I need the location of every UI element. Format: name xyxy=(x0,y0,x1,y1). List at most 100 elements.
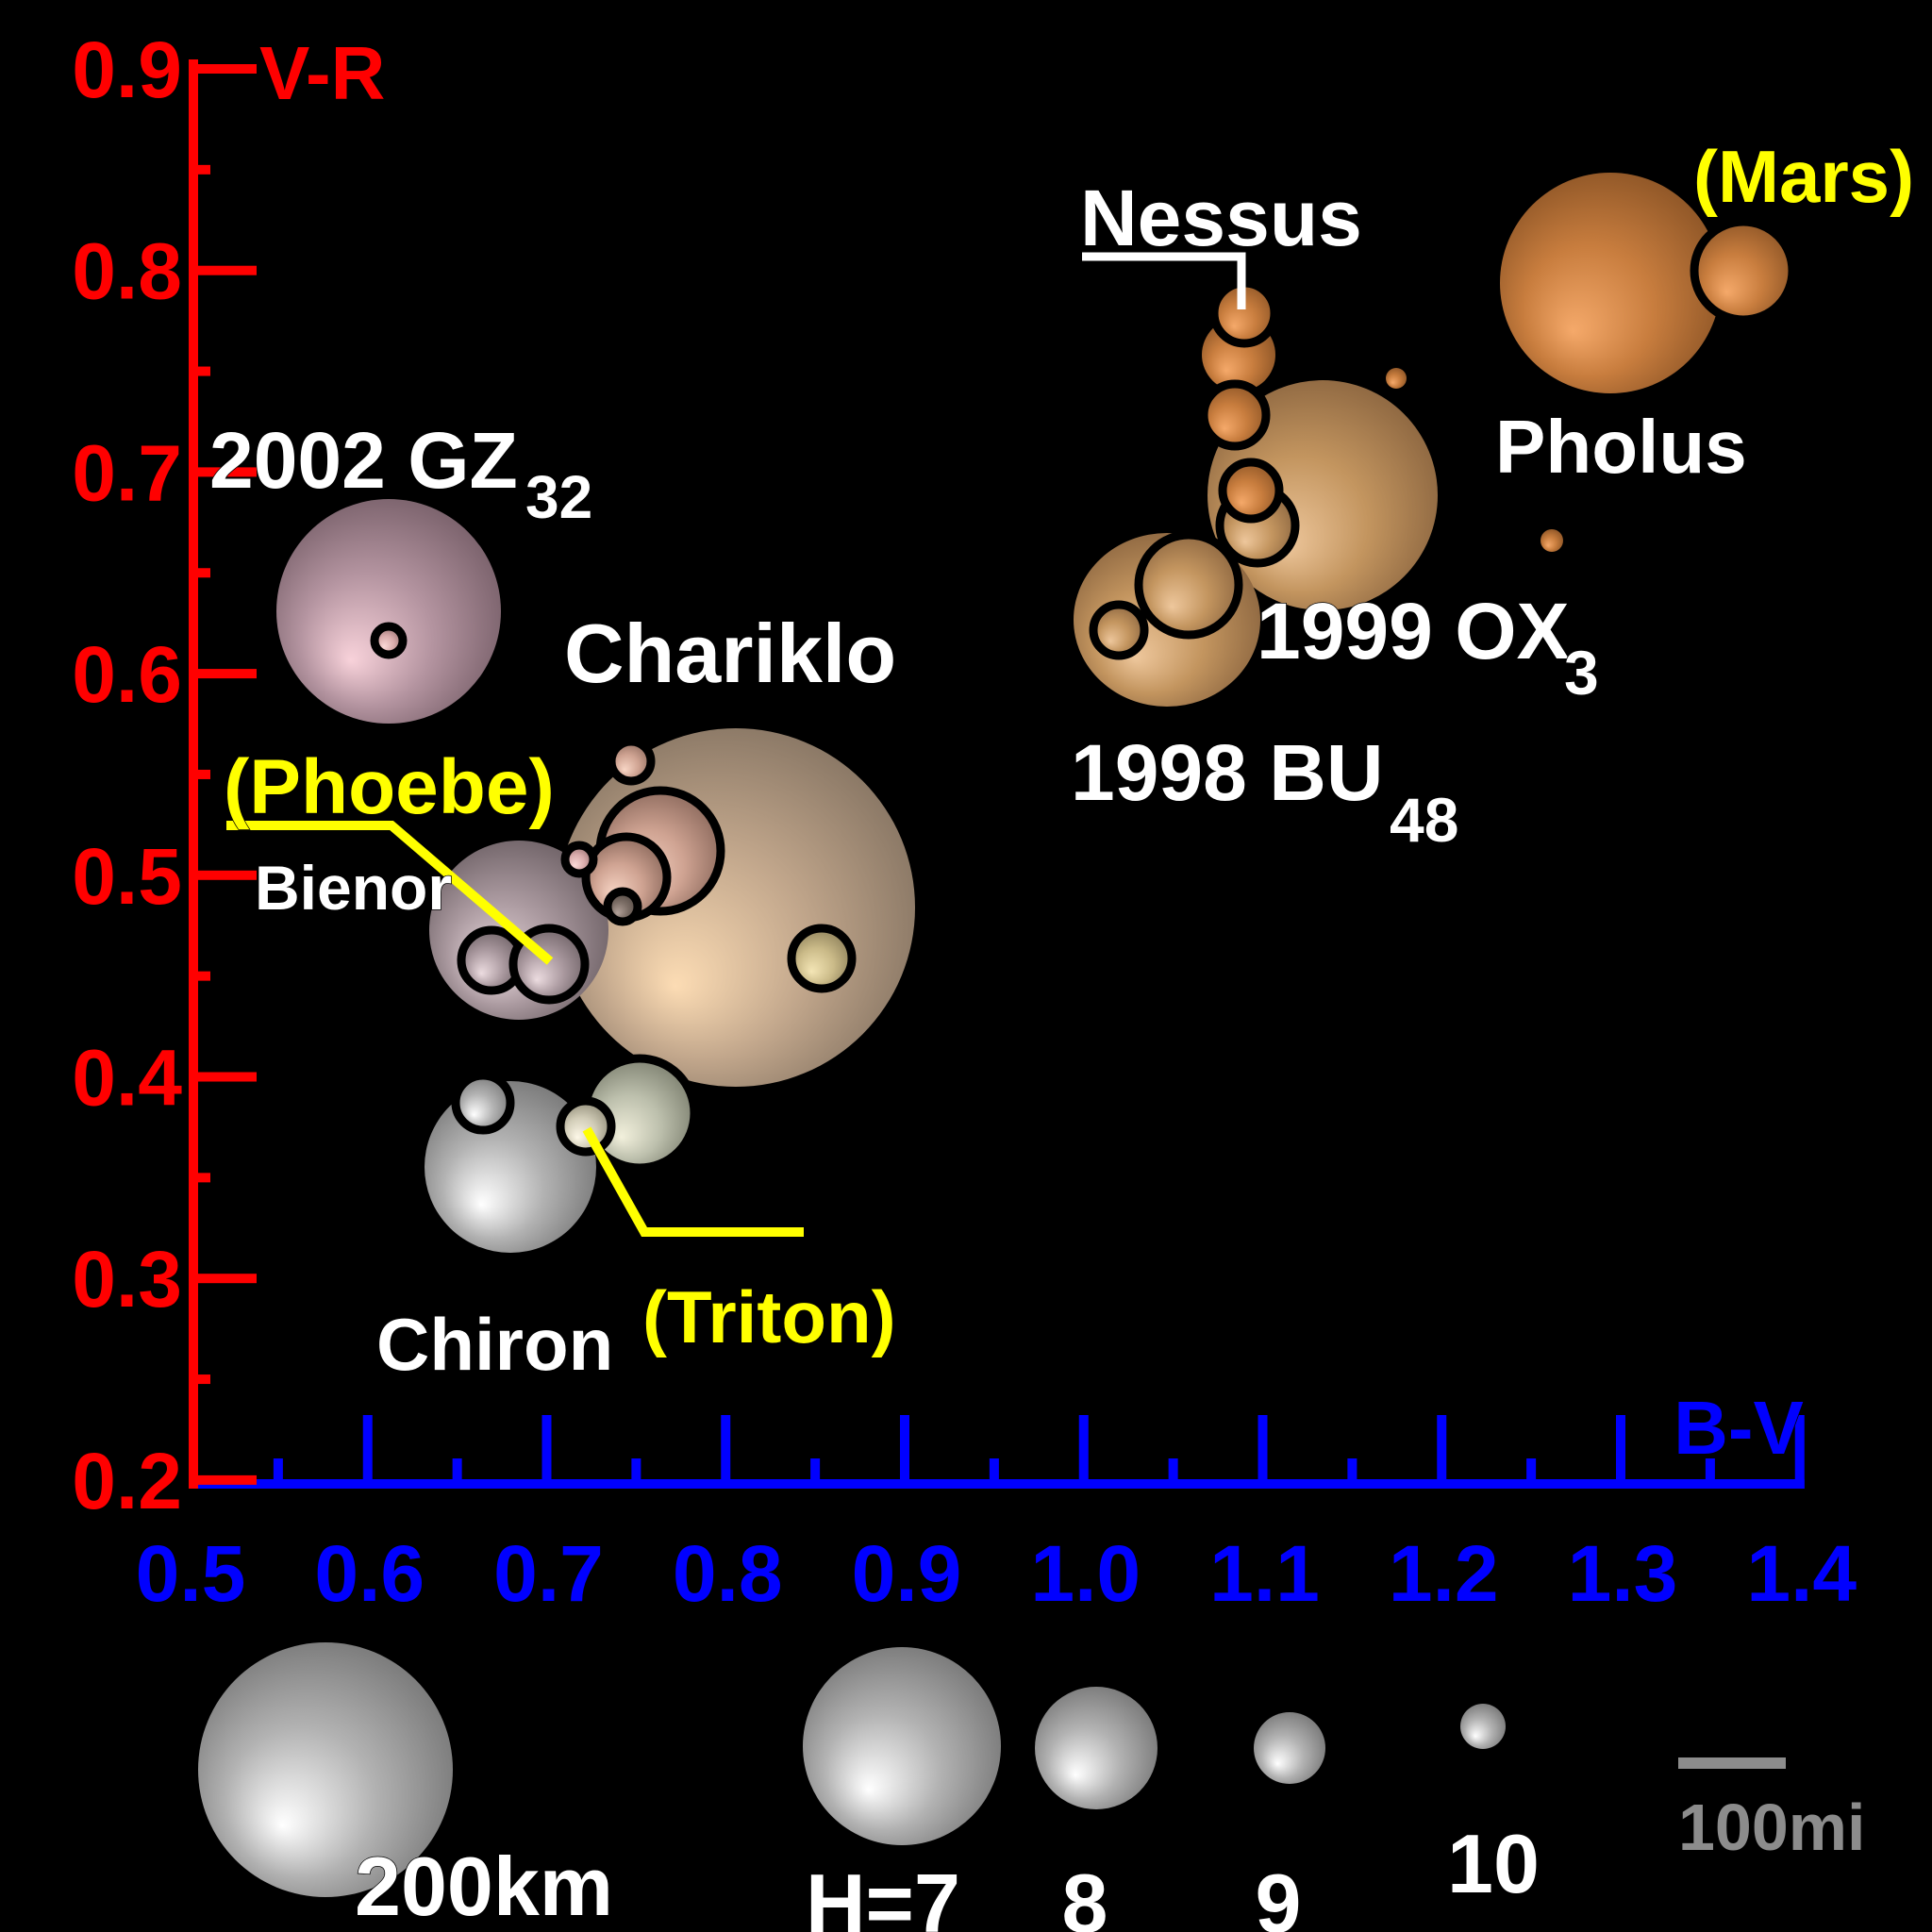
x-tick-label: 0.5 xyxy=(136,1529,246,1618)
x-tick-label: 1.3 xyxy=(1568,1529,1678,1618)
bubble-bu48-c1 xyxy=(1134,530,1243,640)
label-pholus: Pholus xyxy=(1495,405,1747,489)
bubble-char-tiny xyxy=(560,841,598,878)
x-tick-label: 1.1 xyxy=(1209,1529,1320,1618)
bubble-mars xyxy=(1690,217,1797,325)
y-major-tick xyxy=(189,265,257,275)
label-1999ox3: 1999 OX xyxy=(1257,587,1570,675)
x-major-tick xyxy=(900,1415,909,1479)
bubble-pholus-dot xyxy=(1541,529,1563,552)
bubble-char-top xyxy=(607,737,656,786)
x-axis-line xyxy=(189,1479,1805,1489)
bubble-gz32-moon xyxy=(370,622,408,659)
x-minor-tick xyxy=(1526,1458,1537,1479)
bubble-pholus xyxy=(1500,173,1721,393)
x-tick-label: 0.8 xyxy=(673,1529,783,1618)
x-tick-label: 0.9 xyxy=(852,1529,962,1618)
label-2002gz32-subscript: 32 xyxy=(525,463,592,531)
legend-200km-label: 200km xyxy=(355,1840,613,1932)
label-phoebe: (Phoebe) xyxy=(224,744,555,830)
label-1998bu48-subscript: 48 xyxy=(1390,785,1458,855)
label-chariklo: Chariklo xyxy=(564,607,896,700)
bubble-chain3 xyxy=(1199,379,1271,451)
legend-h7-label: H=7 xyxy=(806,1857,960,1932)
x-tick-label: 0.7 xyxy=(493,1529,604,1618)
legend-h9-label: 9 xyxy=(1256,1857,1302,1932)
label-mars: (Mars) xyxy=(1693,135,1914,218)
bubble-layer xyxy=(198,173,1797,1897)
y-tick-label: 0.3 xyxy=(72,1235,182,1324)
x-major-tick xyxy=(1257,1415,1268,1479)
y-tick-label: 0.8 xyxy=(72,227,182,316)
y-tick-label: 0.5 xyxy=(72,832,182,921)
legend-100mi-label: 100mi xyxy=(1678,1790,1865,1864)
y-tick-label: 0.2 xyxy=(72,1437,182,1525)
x-major-tick xyxy=(1616,1415,1625,1479)
y-major-tick xyxy=(189,1474,257,1485)
x-minor-tick xyxy=(1705,1458,1715,1479)
bubble-legend-h10 xyxy=(1460,1704,1506,1749)
y-major-tick xyxy=(189,1274,257,1284)
y-major-tick xyxy=(189,467,257,477)
y-major-tick xyxy=(189,870,257,880)
label-layer: V-R B-V 2002 GZ 32 Chariklo (Phoebe) Bie… xyxy=(208,30,1915,1932)
legend-h10-label: 10 xyxy=(1447,1817,1540,1910)
bubble-pair-up xyxy=(1218,458,1284,524)
x-minor-tick xyxy=(989,1458,999,1479)
phoebe-pointer xyxy=(226,821,554,965)
label-triton: (Triton) xyxy=(642,1275,896,1358)
x-minor-tick xyxy=(810,1458,821,1479)
bubble-triton xyxy=(556,1096,616,1157)
axis-layer: 0.5 0.6 0.7 0.8 0.9 1.0 1.1 1.2 1.3 1.4 0.9 0.8 0.7 0… xyxy=(71,25,1857,1619)
x-major-tick xyxy=(541,1415,552,1479)
nessus-pointer xyxy=(1082,252,1246,309)
bubble-legend-h7 xyxy=(803,1647,1001,1845)
x-major-tick xyxy=(362,1415,373,1479)
y-minor-tick xyxy=(189,366,210,376)
y-tick-label: 0.4 xyxy=(72,1034,182,1123)
y-tick-label: 0.6 xyxy=(72,630,182,719)
x-major-tick xyxy=(721,1415,731,1479)
y-major-tick xyxy=(189,64,257,74)
x-major-tick xyxy=(1078,1415,1089,1479)
y-minor-tick xyxy=(189,971,210,981)
bubble-legend-h9 xyxy=(1254,1712,1325,1784)
x-minor-tick xyxy=(1347,1458,1357,1479)
x-axis-title: B-V xyxy=(1674,1386,1804,1470)
y-major-tick xyxy=(189,1072,257,1082)
y-minor-tick xyxy=(189,1173,210,1183)
x-tick-label: 0.6 xyxy=(314,1529,425,1618)
x-major-tick xyxy=(1437,1415,1447,1479)
label-nessus: Nessus xyxy=(1080,174,1362,262)
label-chiron: Chiron xyxy=(376,1303,613,1386)
y-minor-tick xyxy=(189,568,210,578)
x-minor-tick xyxy=(1168,1458,1178,1479)
y-minor-tick xyxy=(189,769,210,779)
bubble-gz32 xyxy=(276,499,501,724)
x-minor-tick xyxy=(631,1458,641,1479)
bubble-legend-200km xyxy=(198,1642,453,1897)
y-minor-tick xyxy=(189,164,210,175)
y-minor-tick xyxy=(189,1374,210,1385)
bubble-legend-h8 xyxy=(1035,1687,1158,1809)
legend-h8-label: 8 xyxy=(1062,1857,1108,1932)
x-minor-tick xyxy=(273,1458,283,1479)
y-major-tick xyxy=(189,669,257,679)
y-tick-label: 0.9 xyxy=(72,25,182,114)
x-tick-label: 1.0 xyxy=(1030,1529,1141,1618)
bubble-chiron-top xyxy=(451,1071,515,1135)
bubble-bu48-c2 xyxy=(1089,600,1149,660)
y-axis-title: V-R xyxy=(259,31,385,115)
label-bienor: Bienor xyxy=(255,853,452,923)
label-1998bu48: 1998 BU xyxy=(1071,728,1384,817)
bubble-char-khaki xyxy=(787,924,857,993)
bubble-char-dark xyxy=(603,887,642,926)
bubble-ox3-dot xyxy=(1386,368,1407,389)
x-tick-label: 1.2 xyxy=(1389,1529,1499,1618)
label-2002gz32: 2002 GZ xyxy=(209,416,518,505)
triton-pointer xyxy=(582,1126,804,1237)
x-tick-label: 1.4 xyxy=(1746,1529,1857,1618)
y-tick-label: 0.7 xyxy=(72,428,182,517)
label-1999ox3-subscript: 3 xyxy=(1564,638,1599,708)
